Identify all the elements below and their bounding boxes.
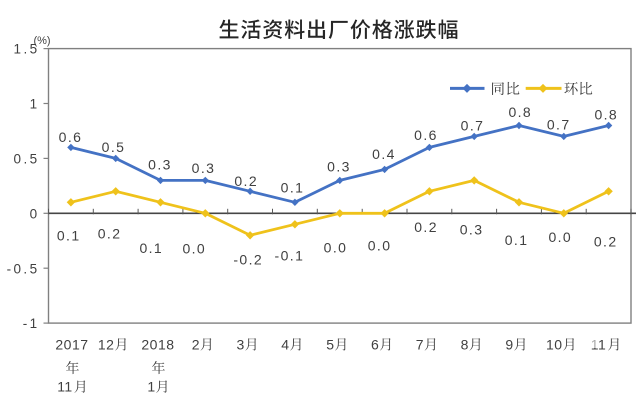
svg-text:0.6: 0.6 [59,129,83,145]
svg-text:0.3: 0.3 [192,160,216,176]
svg-text:2017: 2017 [55,336,88,352]
svg-text:0: 0 [30,206,40,221]
svg-text:5: 5 [326,336,334,352]
svg-text:7: 7 [416,336,424,352]
svg-text:0.3: 0.3 [148,157,172,173]
svg-text:1.5: 1.5 [14,42,40,57]
svg-text:12: 12 [98,336,115,352]
svg-text:-0.5: -0.5 [7,261,40,276]
svg-text:-0.1: -0.1 [275,247,305,263]
svg-text:0.1: 0.1 [281,179,305,195]
svg-text:0.8: 0.8 [594,107,618,123]
svg-text:0.3: 0.3 [327,158,351,174]
svg-text:0.0: 0.0 [368,237,392,253]
svg-text:1: 1 [30,97,40,112]
svg-text:0.8: 0.8 [508,104,532,120]
svg-text:0.2: 0.2 [414,219,438,235]
svg-text:11: 11 [57,379,73,395]
svg-text:3: 3 [237,336,245,352]
svg-text:-0.2: -0.2 [233,251,263,267]
svg-text:9: 9 [505,336,513,352]
svg-text:2: 2 [192,336,200,352]
svg-text:8: 8 [461,336,469,352]
svg-text:0.1: 0.1 [57,228,81,244]
svg-text:(%): (%) [33,35,50,47]
svg-text:6: 6 [371,336,379,352]
svg-text:0.7: 0.7 [547,117,571,133]
svg-text:0.3: 0.3 [460,221,484,237]
svg-text:0.2: 0.2 [98,226,122,242]
svg-text:0.6: 0.6 [414,127,438,143]
svg-text:0.4: 0.4 [372,146,396,162]
svg-text:0.0: 0.0 [182,240,206,256]
svg-text:10: 10 [546,336,563,352]
svg-text:1: 1 [147,379,155,395]
svg-text:0.0: 0.0 [324,240,348,256]
svg-text:0.0: 0.0 [548,229,572,245]
svg-text:0.5: 0.5 [14,152,40,167]
svg-text:0.1: 0.1 [139,240,163,256]
svg-text:-1: -1 [23,316,40,331]
svg-text:4: 4 [281,336,289,352]
svg-text:0.5: 0.5 [102,139,126,155]
svg-text:2018: 2018 [141,336,174,352]
svg-text:0.7: 0.7 [461,117,485,133]
svg-text:0.2: 0.2 [234,173,258,189]
svg-text:0.1: 0.1 [505,232,529,248]
svg-text:0.2: 0.2 [594,234,618,250]
